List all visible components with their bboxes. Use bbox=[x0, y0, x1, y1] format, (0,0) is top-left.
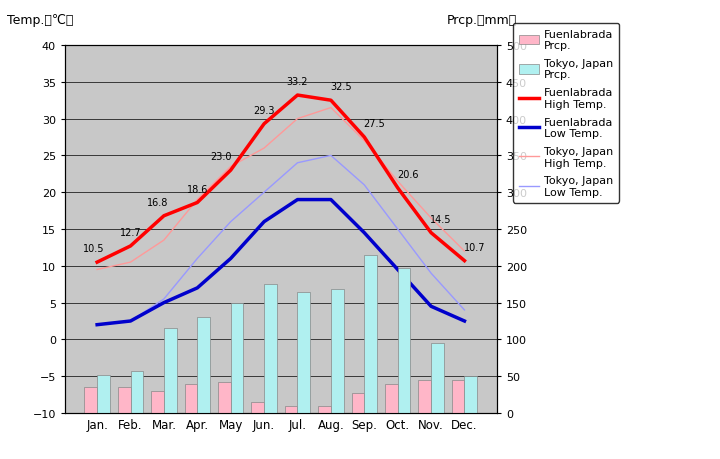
Tokyo, Japan
Low Temp. bbox=[93, 322, 102, 328]
Bar bbox=[184, 384, 197, 413]
Bar bbox=[218, 382, 230, 413]
Text: Temp.（℃）: Temp.（℃） bbox=[7, 14, 73, 27]
Fuenlabrada
Low Temp. bbox=[126, 319, 135, 324]
Bar bbox=[251, 402, 264, 413]
Bar bbox=[297, 292, 310, 413]
Tokyo, Japan
High Temp. bbox=[427, 216, 436, 221]
Bar bbox=[364, 255, 377, 413]
Bar bbox=[451, 380, 464, 413]
Bar bbox=[331, 290, 343, 413]
Text: 12.7: 12.7 bbox=[120, 228, 141, 238]
Fuenlabrada
High Temp. bbox=[193, 200, 202, 206]
Tokyo, Japan
Low Temp. bbox=[393, 227, 402, 232]
Fuenlabrada
High Temp. bbox=[460, 258, 469, 264]
Bar bbox=[318, 406, 331, 413]
Text: 10.7: 10.7 bbox=[464, 242, 485, 252]
Fuenlabrada
Low Temp. bbox=[360, 230, 369, 236]
Fuenlabrada
High Temp. bbox=[226, 168, 235, 174]
Tokyo, Japan
High Temp. bbox=[260, 146, 269, 151]
Fuenlabrada
High Temp. bbox=[427, 230, 436, 236]
Text: 33.2: 33.2 bbox=[287, 77, 308, 87]
Text: Prcp.（mm）: Prcp.（mm） bbox=[446, 14, 517, 27]
Fuenlabrada
High Temp. bbox=[260, 122, 269, 127]
Tokyo, Japan
Low Temp. bbox=[460, 308, 469, 313]
Fuenlabrada
Low Temp. bbox=[293, 197, 302, 203]
Fuenlabrada
Low Temp. bbox=[93, 322, 102, 328]
Fuenlabrada
Low Temp. bbox=[226, 256, 235, 262]
Text: 10.5: 10.5 bbox=[83, 244, 104, 254]
Line: Tokyo, Japan
High Temp.: Tokyo, Japan High Temp. bbox=[97, 108, 464, 270]
Bar bbox=[151, 391, 164, 413]
Fuenlabrada
High Temp. bbox=[393, 185, 402, 191]
Tokyo, Japan
High Temp. bbox=[460, 249, 469, 254]
Legend: Fuenlabrada
Prcp., Tokyo, Japan
Prcp., Fuenlabrada
High Temp., Fuenlabrada
Low T: Fuenlabrada Prcp., Tokyo, Japan Prcp., F… bbox=[513, 24, 619, 203]
Bar bbox=[197, 318, 210, 413]
Bar bbox=[351, 393, 364, 413]
Tokyo, Japan
Low Temp. bbox=[260, 190, 269, 196]
Tokyo, Japan
High Temp. bbox=[160, 238, 168, 243]
Text: 32.5: 32.5 bbox=[330, 82, 352, 92]
Tokyo, Japan
Low Temp. bbox=[126, 319, 135, 324]
Text: 20.6: 20.6 bbox=[397, 169, 418, 179]
Tokyo, Japan
Low Temp. bbox=[160, 297, 168, 302]
Bar bbox=[97, 375, 110, 413]
Fuenlabrada
Low Temp. bbox=[260, 219, 269, 225]
Text: 16.8: 16.8 bbox=[147, 197, 168, 207]
Text: 18.6: 18.6 bbox=[186, 184, 208, 194]
Fuenlabrada
High Temp. bbox=[360, 135, 369, 140]
Bar bbox=[385, 384, 397, 413]
Line: Fuenlabrada
High Temp.: Fuenlabrada High Temp. bbox=[97, 96, 464, 263]
Fuenlabrada
Low Temp. bbox=[160, 300, 168, 306]
Text: 14.5: 14.5 bbox=[431, 214, 452, 224]
Text: 27.5: 27.5 bbox=[364, 119, 385, 129]
Tokyo, Japan
High Temp. bbox=[226, 164, 235, 170]
Fuenlabrada
Low Temp. bbox=[427, 304, 436, 309]
Tokyo, Japan
Low Temp. bbox=[360, 183, 369, 188]
Tokyo, Japan
High Temp. bbox=[327, 106, 336, 111]
Fuenlabrada
High Temp. bbox=[126, 244, 135, 249]
Fuenlabrada
Low Temp. bbox=[193, 285, 202, 291]
Bar bbox=[431, 343, 444, 413]
Fuenlabrada
Low Temp. bbox=[460, 319, 469, 324]
Line: Fuenlabrada
Low Temp.: Fuenlabrada Low Temp. bbox=[97, 200, 464, 325]
Tokyo, Japan
High Temp. bbox=[393, 179, 402, 185]
Fuenlabrada
Low Temp. bbox=[393, 267, 402, 273]
Fuenlabrada
High Temp. bbox=[293, 93, 302, 99]
Tokyo, Japan
Low Temp. bbox=[427, 271, 436, 276]
Tokyo, Japan
Low Temp. bbox=[226, 219, 235, 225]
Tokyo, Japan
Low Temp. bbox=[293, 161, 302, 166]
Fuenlabrada
Low Temp. bbox=[327, 197, 336, 203]
Bar bbox=[464, 376, 477, 413]
Tokyo, Japan
High Temp. bbox=[93, 267, 102, 273]
Bar bbox=[230, 303, 243, 413]
Fuenlabrada
High Temp. bbox=[93, 260, 102, 265]
Bar bbox=[418, 380, 431, 413]
Bar bbox=[264, 285, 276, 413]
Tokyo, Japan
Low Temp. bbox=[327, 153, 336, 159]
Bar bbox=[84, 387, 97, 413]
Line: Tokyo, Japan
Low Temp.: Tokyo, Japan Low Temp. bbox=[97, 156, 464, 325]
Fuenlabrada
High Temp. bbox=[327, 98, 336, 104]
Bar bbox=[118, 387, 130, 413]
Text: 29.3: 29.3 bbox=[253, 106, 275, 116]
Tokyo, Japan
High Temp. bbox=[293, 117, 302, 122]
Tokyo, Japan
Low Temp. bbox=[193, 256, 202, 262]
Bar bbox=[397, 269, 410, 413]
Tokyo, Japan
High Temp. bbox=[193, 197, 202, 203]
Tokyo, Japan
High Temp. bbox=[360, 139, 369, 144]
Tokyo, Japan
High Temp. bbox=[126, 260, 135, 265]
Fuenlabrada
High Temp. bbox=[160, 213, 168, 219]
Bar bbox=[164, 329, 176, 413]
Text: 23.0: 23.0 bbox=[210, 152, 231, 162]
Bar bbox=[285, 406, 297, 413]
Bar bbox=[130, 371, 143, 413]
